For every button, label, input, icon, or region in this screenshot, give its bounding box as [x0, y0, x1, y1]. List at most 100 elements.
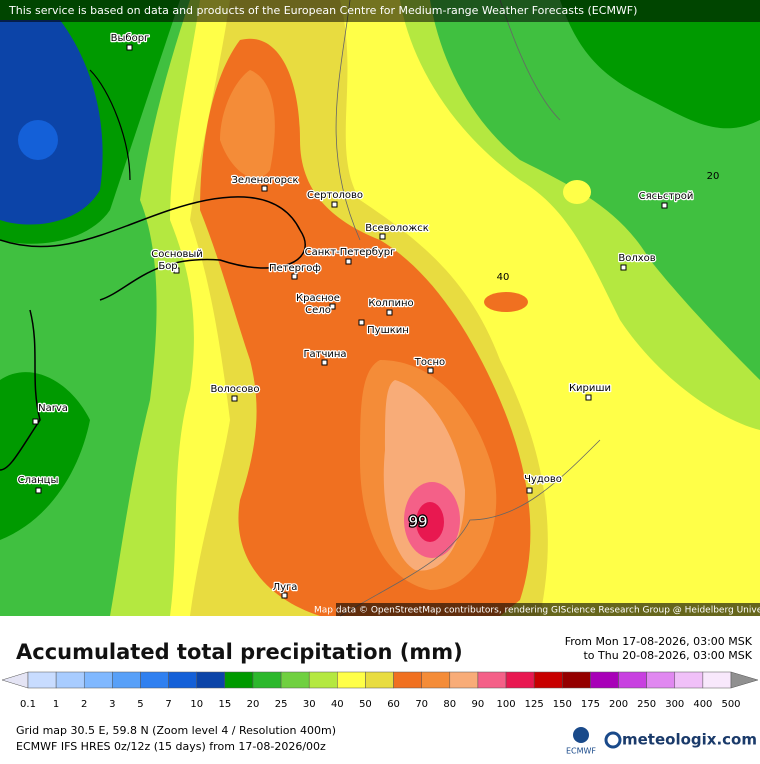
- colorbar-arrow: [1, 671, 29, 689]
- city-marker: [526, 487, 533, 494]
- city-label: Гатчина: [303, 349, 346, 360]
- colorbar-segment: [337, 671, 366, 689]
- colorbar-segment: [168, 671, 197, 689]
- colorbar-segment: [618, 671, 647, 689]
- colorbar-tick-label: 3: [109, 699, 115, 710]
- colorbar-tick-label: 90: [472, 699, 485, 710]
- ecmwf-logo: ECMWF: [566, 747, 596, 756]
- city-marker: [358, 319, 365, 326]
- city-label: Петергоф: [269, 263, 321, 274]
- colorbar-tick-label: 5: [137, 699, 143, 710]
- colorbar-segment: [646, 671, 676, 689]
- colorbar-tick-label: 1: [53, 699, 59, 710]
- colorbar-segment: [702, 671, 732, 689]
- colorbar-tick-label: 250: [637, 699, 656, 710]
- city-label: Сланцы: [18, 475, 59, 486]
- colorbar-tick-label: 10: [190, 699, 203, 710]
- orange-area: [484, 292, 528, 312]
- colorbar-tick-label: 125: [525, 699, 544, 710]
- cities: Выборг Зеленогорск Сертолово Всеволожск …: [16, 32, 695, 599]
- city-label: Бор: [158, 261, 177, 272]
- colorbar-segment: [477, 671, 507, 689]
- colorbar-segment: [252, 671, 282, 689]
- city-label: Волосово: [210, 384, 259, 395]
- city-marker: [331, 201, 338, 208]
- city-marker: [35, 487, 42, 494]
- map-attribution: Map data © OpenStreetMap contributors, r…: [314, 606, 760, 616]
- colorbar-segment: [140, 671, 169, 689]
- colorbar-segment: [83, 671, 113, 689]
- colorbar-tick-label: 200: [609, 699, 628, 710]
- city-marker: [661, 202, 668, 209]
- colorbar-segment: [590, 671, 619, 689]
- date-from: From Mon 17-08-2026, 03:00 MSK: [565, 635, 753, 648]
- colorbar-tick-label: 15: [218, 699, 231, 710]
- city-marker: [345, 258, 352, 265]
- city-marker: [379, 233, 386, 240]
- colorbar-segment: [562, 671, 591, 689]
- city-label: Село: [305, 305, 331, 316]
- city-label: Выборг: [111, 33, 150, 44]
- colorbar-tick-label: 500: [721, 699, 740, 710]
- city-marker: [126, 44, 133, 51]
- colorbar-tick-label: 400: [693, 699, 712, 710]
- colorbar-tick-label: 70: [415, 699, 428, 710]
- contour-label: 20: [707, 171, 720, 182]
- colorbar-segment: [421, 671, 451, 689]
- city-label: Красное: [296, 293, 340, 304]
- colorbar-tick-label: 25: [275, 699, 288, 710]
- service-notice: This service is based on data and produc…: [8, 4, 637, 17]
- colorbar-tick-label: 0.1: [20, 699, 36, 710]
- city-marker: [281, 592, 288, 599]
- colorbar-segment: [533, 671, 563, 689]
- city-marker: [329, 303, 336, 310]
- blue-area: [18, 120, 58, 160]
- colorbar-segment: [505, 671, 535, 689]
- model-info: ECMWF IFS HRES 0z/12z (15 days) from 17-…: [16, 740, 326, 753]
- orange-light-area: [220, 70, 275, 179]
- city-label: Сясьстрой: [639, 191, 694, 202]
- map: This service is based on data and produc…: [0, 0, 760, 617]
- colorbar-tick-label: 60: [387, 699, 400, 710]
- city-label: Колпино: [368, 298, 413, 309]
- city-marker: [32, 418, 39, 425]
- river: [89, 69, 131, 181]
- city-label: Тосно: [414, 357, 445, 368]
- date-to: to Thu 20-08-2026, 03:00 MSK: [583, 649, 752, 662]
- city-marker: [585, 394, 592, 401]
- blue-area: [0, 20, 103, 225]
- colorbar-segment: [449, 671, 479, 689]
- colorbar-segment: [112, 671, 141, 689]
- colorbar-tick-label: 100: [496, 699, 515, 710]
- city-marker: [321, 359, 328, 366]
- city-label: Сосновый: [151, 249, 203, 260]
- contour-label: 40: [497, 272, 510, 283]
- city-label: Чудово: [524, 474, 562, 485]
- colorbar-tick-label: 80: [443, 699, 456, 710]
- grid-info: Grid map 30.5 E, 59.8 N (Zoom level 4 / …: [16, 724, 336, 737]
- legend-panel: Accumulated total precipitation (mm) Fro…: [16, 635, 757, 756]
- city-marker: [291, 273, 298, 280]
- green-area: [560, 0, 760, 129]
- yellow-area: [563, 180, 591, 204]
- colorbar-tick-label: 40: [331, 699, 344, 710]
- city-marker: [427, 367, 434, 374]
- brand-icon: [604, 731, 622, 749]
- colorbar-segment: [365, 671, 394, 689]
- brand-name: meteologix.com: [622, 731, 757, 749]
- city-label: Всеволожск: [365, 223, 429, 234]
- colorbar-segment: [308, 671, 338, 689]
- city-label: Луга: [273, 582, 298, 593]
- colorbar-tick-label: 20: [247, 699, 260, 710]
- city-marker: [231, 395, 238, 402]
- max-value: 99: [408, 513, 427, 531]
- city-label: Волхов: [618, 253, 655, 264]
- city-marker: [173, 267, 180, 274]
- city-label: Сертолово: [307, 190, 363, 201]
- colorbar-segment: [27, 671, 57, 689]
- colorbar-segment: [196, 671, 226, 689]
- colorbar-tick-label: 300: [665, 699, 684, 710]
- city-marker: [261, 185, 268, 192]
- colorbar-segment: [280, 671, 310, 689]
